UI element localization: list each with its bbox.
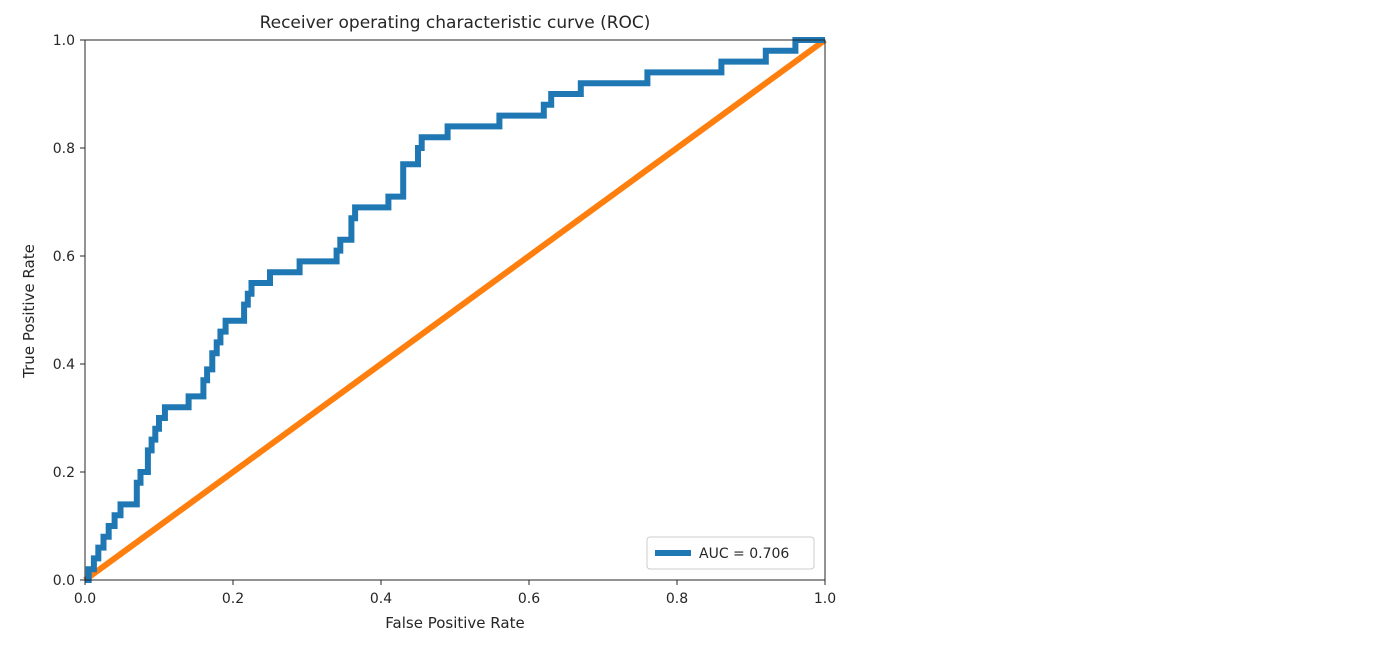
y-tick-label: 0.4 bbox=[53, 357, 75, 373]
y-tick-label: 0.6 bbox=[53, 249, 75, 265]
y-axis-label: True Positive Rate bbox=[20, 244, 38, 379]
x-tick-label: 0.0 bbox=[74, 591, 96, 607]
x-axis-label: False Positive Rate bbox=[385, 614, 524, 632]
x-tick-label: 0.2 bbox=[222, 591, 244, 607]
x-tick-label: 0.8 bbox=[666, 591, 688, 607]
legend-label: AUC = 0.706 bbox=[699, 546, 789, 562]
diagonal-reference-line bbox=[83, 37, 827, 583]
chart-title: Receiver operating characteristic curve … bbox=[260, 13, 651, 33]
y-tick-label: 1.0 bbox=[53, 33, 75, 49]
plot-frame bbox=[84, 39, 826, 581]
roc-curve-line bbox=[85, 37, 825, 583]
x-tick-label: 1.0 bbox=[814, 591, 836, 607]
y-tick-label: 0.0 bbox=[53, 573, 75, 589]
x-tick-label: 0.4 bbox=[370, 591, 392, 607]
y-tick-label: 0.8 bbox=[53, 141, 75, 157]
legend-box bbox=[646, 536, 815, 570]
plot-area: 0.0 0.2 0.4 0.6 0.8 1.0 0.0 0.2 0.4 0.6 0.8 1.0 AUC … bbox=[53, 33, 836, 607]
y-tick-label: 0.2 bbox=[53, 465, 75, 481]
x-tick-label: 0.6 bbox=[518, 591, 540, 607]
